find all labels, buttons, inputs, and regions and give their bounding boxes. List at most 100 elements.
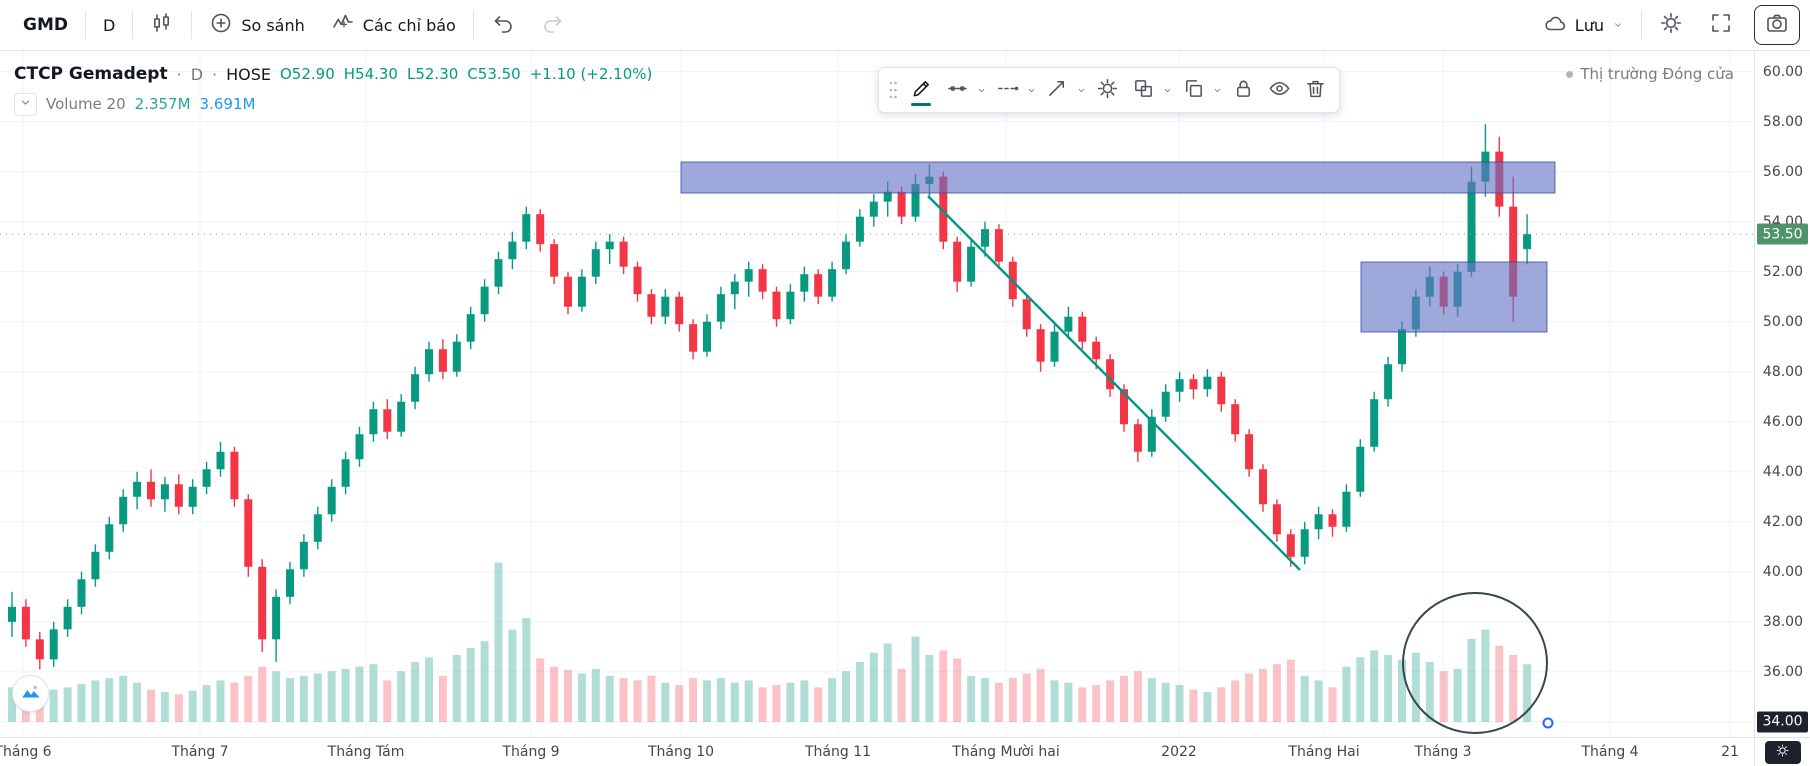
copy-icon xyxy=(1182,77,1205,103)
fullscreen-button[interactable] xyxy=(1696,5,1746,45)
toolbar-divider xyxy=(472,11,474,39)
drawing-ellipse[interactable] xyxy=(1402,592,1548,734)
visibility-button[interactable] xyxy=(1261,71,1297,109)
ohlc-close: C53.50 xyxy=(467,65,521,83)
time-axis-label: Tháng 4 xyxy=(1581,744,1639,760)
time-axis-label: Tháng 7 xyxy=(171,744,229,760)
time-axis-label: Tháng 11 xyxy=(804,744,872,760)
axis-corner xyxy=(1754,737,1810,766)
instrument-legend-row[interactable]: CTCP Gemadept · D · HOSE O52.90 H54.30 L… xyxy=(14,61,652,87)
drawing-rectangle-lower[interactable] xyxy=(1360,261,1548,333)
legend-collapse-button[interactable] xyxy=(14,92,37,116)
tradingview-logo-button[interactable] xyxy=(12,675,49,712)
fullscreen-icon xyxy=(1709,11,1733,39)
redo-button[interactable] xyxy=(528,5,578,45)
drawing-toolbar xyxy=(878,67,1340,113)
compare-label: So sánh xyxy=(241,15,305,35)
time-axis[interactable]: Tháng 6 Tháng 7 Tháng Tám Tháng 9 Tháng 10 Th… xyxy=(0,737,1754,766)
indicators-button[interactable]: Các chỉ báo xyxy=(318,5,469,45)
toolbar-right-group: Lưu xyxy=(1530,0,1800,50)
toolbar-divider xyxy=(1641,11,1642,39)
clone-button[interactable] xyxy=(1175,71,1211,109)
toolbar-divider xyxy=(132,11,134,39)
time-axis-label: Tháng 10 xyxy=(647,744,715,760)
price-axis-label: 56.00 xyxy=(1762,163,1803,180)
time-axis-label: Tháng 3 xyxy=(1414,744,1472,760)
volume-bars xyxy=(8,562,1532,722)
drawings-layer xyxy=(680,161,1556,734)
drawing-trendline[interactable] xyxy=(927,195,1301,571)
drawing-settings-button[interactable] xyxy=(1089,71,1125,109)
delete-button[interactable] xyxy=(1297,71,1333,109)
redo-icon xyxy=(541,11,565,39)
screenshot-button[interactable] xyxy=(1754,5,1800,45)
symbol-button[interactable]: GMD xyxy=(10,5,81,45)
price-axis-label: 40.00 xyxy=(1762,563,1803,580)
top-toolbar: GMD D So sánh Các chỉ báo Lưu xyxy=(0,0,1810,51)
price-axis-label: 52.00 xyxy=(1762,263,1803,280)
clone-options-caret[interactable] xyxy=(1211,71,1223,109)
drag-handle[interactable] xyxy=(885,73,901,107)
price-axis-label: 38.00 xyxy=(1762,613,1803,630)
toolbar-left-group: GMD D So sánh Các chỉ báo xyxy=(10,0,578,50)
price-axis[interactable]: 60.00 58.00 56.00 54.00 52.00 50.00 48.00 46.00… xyxy=(1754,51,1810,737)
drawing-anchor-point[interactable] xyxy=(1542,717,1554,729)
last-price-label: 53.50 xyxy=(1757,223,1808,245)
eye-icon xyxy=(1268,77,1291,103)
indicators-icon xyxy=(331,11,355,39)
time-axis-label: Tháng 9 xyxy=(502,744,560,760)
ohlc-open: O52.90 xyxy=(280,65,335,83)
volume-indicator-label[interactable]: Volume 20 xyxy=(46,95,126,113)
lock-icon xyxy=(1232,77,1255,103)
price-axis-label: 46.00 xyxy=(1762,413,1803,430)
pen-icon xyxy=(910,77,933,103)
time-axis-label: 2022 xyxy=(1161,744,1197,760)
chart-settings-button[interactable] xyxy=(1646,5,1696,45)
active-color-underline xyxy=(911,103,931,106)
volume-value: 2.357M xyxy=(134,95,191,113)
style-button[interactable] xyxy=(1125,71,1161,109)
toolbar-divider xyxy=(84,11,86,39)
market-status-dot-icon xyxy=(1566,70,1574,78)
pen-tool-button[interactable] xyxy=(903,71,939,109)
plus-circle-icon xyxy=(209,11,233,39)
arrow-options-caret[interactable] xyxy=(1075,71,1087,109)
camera-icon xyxy=(1765,11,1789,39)
time-axis-label: Tháng Tám xyxy=(327,744,405,760)
chart-type-button[interactable] xyxy=(137,5,187,45)
price-axis-label: 58.00 xyxy=(1762,113,1803,130)
legend-interval: D xyxy=(190,64,204,84)
gear-icon xyxy=(1775,743,1790,762)
undo-icon xyxy=(491,11,515,39)
compare-button[interactable]: So sánh xyxy=(196,5,317,45)
undo-button[interactable] xyxy=(478,5,528,45)
save-label: Lưu xyxy=(1574,15,1604,35)
chart-area: CTCP Gemadept · D · HOSE O52.90 H54.30 L… xyxy=(0,51,1810,766)
dashed-line-options-caret[interactable] xyxy=(1025,71,1037,109)
legend-exchange: HOSE xyxy=(226,64,271,84)
horizontal-line-tool-button[interactable] xyxy=(939,71,975,109)
save-button[interactable]: Lưu xyxy=(1530,5,1637,45)
arrow-line-icon xyxy=(1046,77,1069,103)
dashed-line-tool-button[interactable] xyxy=(989,71,1025,109)
volume-ma-value: 3.691M xyxy=(199,95,256,113)
price-axis-label: 42.00 xyxy=(1762,513,1803,530)
market-status: Thị trường Đóng cửa xyxy=(1566,65,1734,83)
arrow-tool-button[interactable] xyxy=(1039,71,1075,109)
time-axis-label: Tháng Mười hai xyxy=(952,744,1060,760)
time-axis-settings-button[interactable] xyxy=(1764,740,1801,764)
drawing-level-label: 34.00 xyxy=(1757,711,1808,733)
style-options-caret[interactable] xyxy=(1161,71,1173,109)
interval-button[interactable]: D xyxy=(90,5,128,45)
price-axis-label: 60.00 xyxy=(1762,63,1803,80)
price-axis-label: 36.00 xyxy=(1762,663,1803,680)
cloud-icon xyxy=(1543,11,1567,39)
drawing-rectangle-upper[interactable] xyxy=(680,161,1556,194)
horizontal-line-options-caret[interactable] xyxy=(975,71,987,109)
mountains-logo-icon xyxy=(20,681,42,706)
lock-button[interactable] xyxy=(1225,71,1261,109)
candlestick-chart[interactable] xyxy=(0,51,1754,737)
price-axis-label: 48.00 xyxy=(1762,363,1803,380)
time-axis-label: Tháng Hai xyxy=(1288,744,1360,760)
legend-separator: · xyxy=(176,64,182,84)
